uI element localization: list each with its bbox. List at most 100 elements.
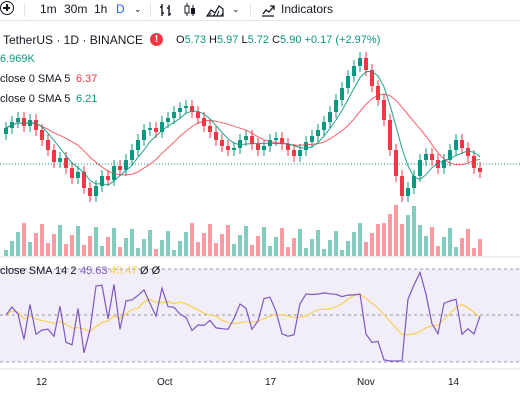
candle-body xyxy=(148,128,152,130)
volume-bar xyxy=(364,242,368,256)
volume-bar xyxy=(466,229,470,256)
candle-body xyxy=(154,128,158,132)
volume-bar xyxy=(376,224,380,256)
volume-bar xyxy=(244,226,248,256)
x-tick-12: 12 xyxy=(36,377,48,388)
add-symbol-icon[interactable] xyxy=(0,1,14,15)
volume-bar xyxy=(76,226,80,256)
volume-bar xyxy=(394,205,398,256)
candle-body xyxy=(124,160,128,170)
candle-body xyxy=(292,150,296,156)
rsi-ma-line xyxy=(5,293,481,336)
interval-d[interactable]: D xyxy=(116,2,125,16)
candle-body xyxy=(280,138,284,144)
candle-body xyxy=(346,76,350,88)
candle-body xyxy=(442,160,446,168)
candle-body xyxy=(328,112,332,122)
candle-body xyxy=(448,150,452,160)
volume-bar xyxy=(130,229,134,256)
volume-bar xyxy=(256,236,260,256)
volume-bar xyxy=(100,246,104,256)
volume-bar xyxy=(250,245,254,256)
volume-bar xyxy=(436,246,440,256)
alert-icon[interactable]: ! xyxy=(150,33,163,46)
volume-bar xyxy=(454,247,458,256)
candle-style-icon[interactable] xyxy=(182,2,198,18)
chevron-down-icon[interactable]: ⌄ xyxy=(134,4,142,14)
interval-30m[interactable]: 30m xyxy=(64,2,88,16)
candle-body xyxy=(226,146,230,150)
candle-body xyxy=(142,130,146,140)
volume-bar xyxy=(22,223,26,256)
volume-bar xyxy=(208,224,212,256)
interval-1h[interactable]: 1h xyxy=(94,2,108,16)
candle-body xyxy=(418,160,422,176)
candle-body xyxy=(298,150,302,156)
volume-bar xyxy=(112,228,116,256)
candle-body xyxy=(274,138,278,140)
candle-body xyxy=(220,140,224,146)
candle-body xyxy=(466,148,470,156)
candle-body xyxy=(244,136,248,140)
area-style-icon[interactable] xyxy=(206,2,224,18)
volume-bar xyxy=(262,227,266,256)
volume-bar xyxy=(286,247,290,256)
volume-bar xyxy=(292,238,296,256)
volume-bar xyxy=(310,239,314,256)
volume-bar xyxy=(142,239,146,256)
candle-body xyxy=(370,70,374,86)
bar-style-icon[interactable] xyxy=(158,2,174,18)
x-tick-nov: Nov xyxy=(357,377,375,388)
candle-body xyxy=(304,142,308,150)
candle-body xyxy=(184,106,188,108)
indicators-icon[interactable] xyxy=(260,2,276,18)
volume-bar xyxy=(154,249,158,256)
candle-body xyxy=(454,140,458,150)
candle-body xyxy=(472,156,476,168)
volume-bar xyxy=(232,244,236,256)
volume-bar xyxy=(460,238,464,256)
indicators-button[interactable]: Indicators xyxy=(281,2,334,16)
candle-body xyxy=(190,106,194,112)
candle-body xyxy=(358,58,362,66)
sma-line-green xyxy=(5,70,481,186)
volume-bar xyxy=(280,228,284,256)
candle-body xyxy=(106,176,110,180)
candle-body xyxy=(256,144,260,150)
candle-body xyxy=(52,150,56,162)
chevron-down-icon[interactable]: ⌄ xyxy=(232,4,240,14)
candle-body xyxy=(34,120,38,130)
sma-line-red xyxy=(5,93,481,176)
divider xyxy=(250,3,251,17)
candle-body xyxy=(400,176,404,196)
volume-bar xyxy=(472,248,476,256)
volume-bar xyxy=(94,227,98,256)
rsi-line xyxy=(5,270,481,362)
symbol-title[interactable]: TetherUS · 1D · BINANCE xyxy=(3,33,144,47)
candle-body xyxy=(322,122,326,130)
candle-body xyxy=(334,100,338,112)
volume-bar xyxy=(400,224,404,256)
volume-bar xyxy=(10,241,14,256)
volume-bar xyxy=(160,240,164,256)
volume-bar xyxy=(118,247,122,256)
candle-body xyxy=(172,112,176,118)
volume-bar xyxy=(322,249,326,256)
volume-bar xyxy=(46,243,50,256)
volume-bar xyxy=(184,232,188,256)
candle-body xyxy=(478,168,482,172)
candle-body xyxy=(130,150,134,160)
volume-bar xyxy=(298,229,302,256)
volume-bar xyxy=(328,240,332,256)
volume-bar xyxy=(358,223,362,256)
interval-1m[interactable]: 1m xyxy=(40,2,57,16)
volume-bar xyxy=(64,244,68,256)
candle-body xyxy=(352,66,356,76)
volume-bar xyxy=(340,250,344,256)
volume-bar xyxy=(190,223,194,256)
x-tick-14: 14 xyxy=(448,377,460,388)
candle-body xyxy=(76,172,80,178)
candle-body xyxy=(202,118,206,126)
candle-body xyxy=(394,150,398,176)
